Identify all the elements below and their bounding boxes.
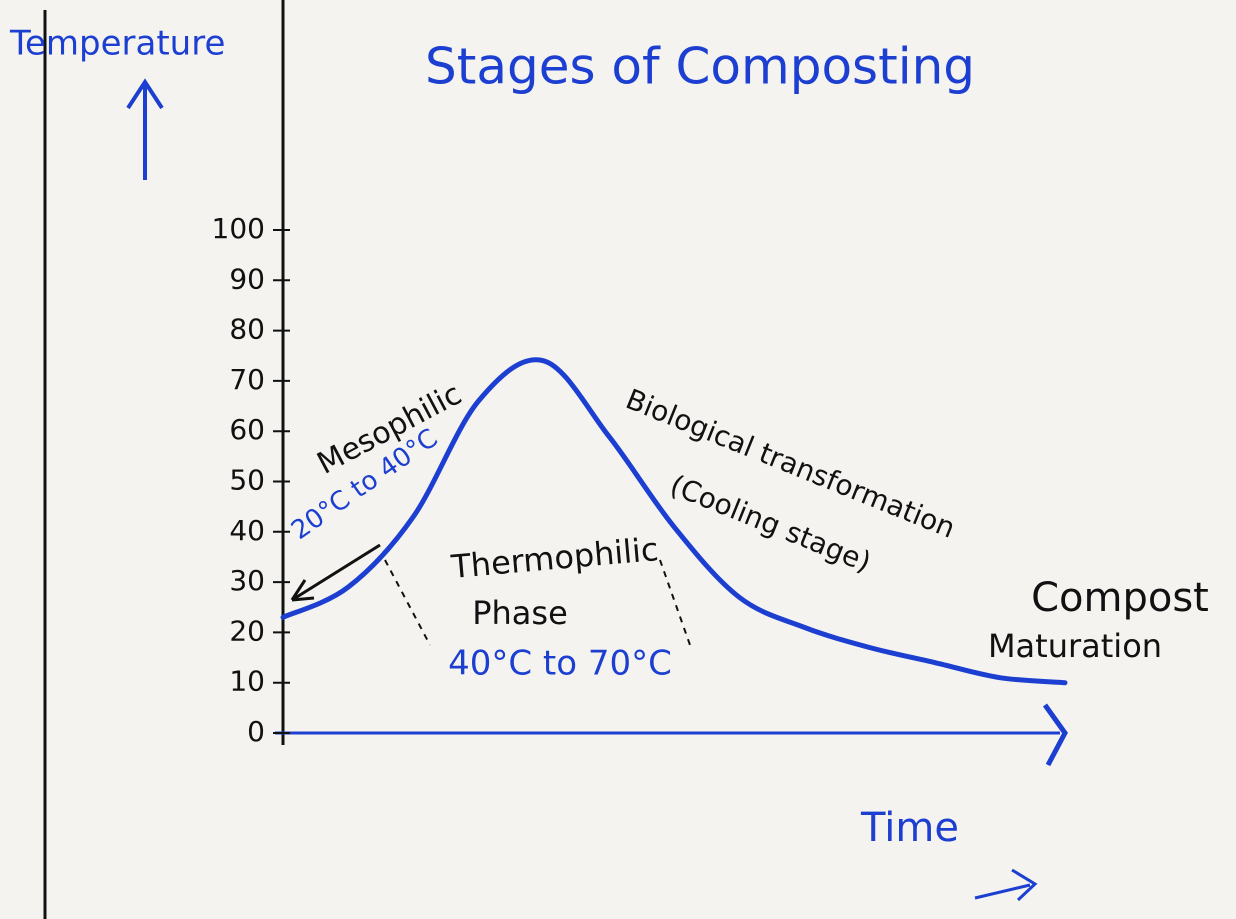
y-tick-label: 10	[229, 665, 265, 698]
y-tick-label: 60	[229, 413, 265, 446]
y-tick-label: 20	[229, 614, 265, 647]
y-tick-label: 100	[212, 212, 265, 245]
x-label-arrow	[975, 870, 1035, 900]
y-axis-label: Temperature	[9, 24, 225, 64]
y-tick-label: 90	[229, 262, 265, 295]
phase-boundary	[385, 560, 430, 645]
y-tick-label: 70	[229, 363, 265, 396]
y-tick-label: 40	[229, 514, 265, 547]
y-label-arrow	[128, 82, 162, 180]
y-tick-label: 30	[229, 564, 265, 597]
y-tick-label: 80	[229, 313, 265, 346]
y-tick-label: 50	[229, 464, 265, 497]
chart: Temperature Stages of Composting Time 0 1…	[0, 0, 1236, 919]
phase-boundary	[660, 560, 690, 645]
y-tick-label: 0	[247, 715, 265, 748]
annotation: Thermophilic	[449, 530, 660, 586]
chart-title: Stages of Composting	[425, 38, 975, 96]
x-axis-arrow	[1045, 705, 1065, 765]
annotation: Compost	[1031, 575, 1209, 621]
annotation: 40°C to 70°C	[448, 644, 672, 684]
x-axis-label: Time	[860, 805, 959, 851]
annotation: Phase	[472, 594, 568, 632]
annotation: Maturation	[988, 627, 1162, 665]
